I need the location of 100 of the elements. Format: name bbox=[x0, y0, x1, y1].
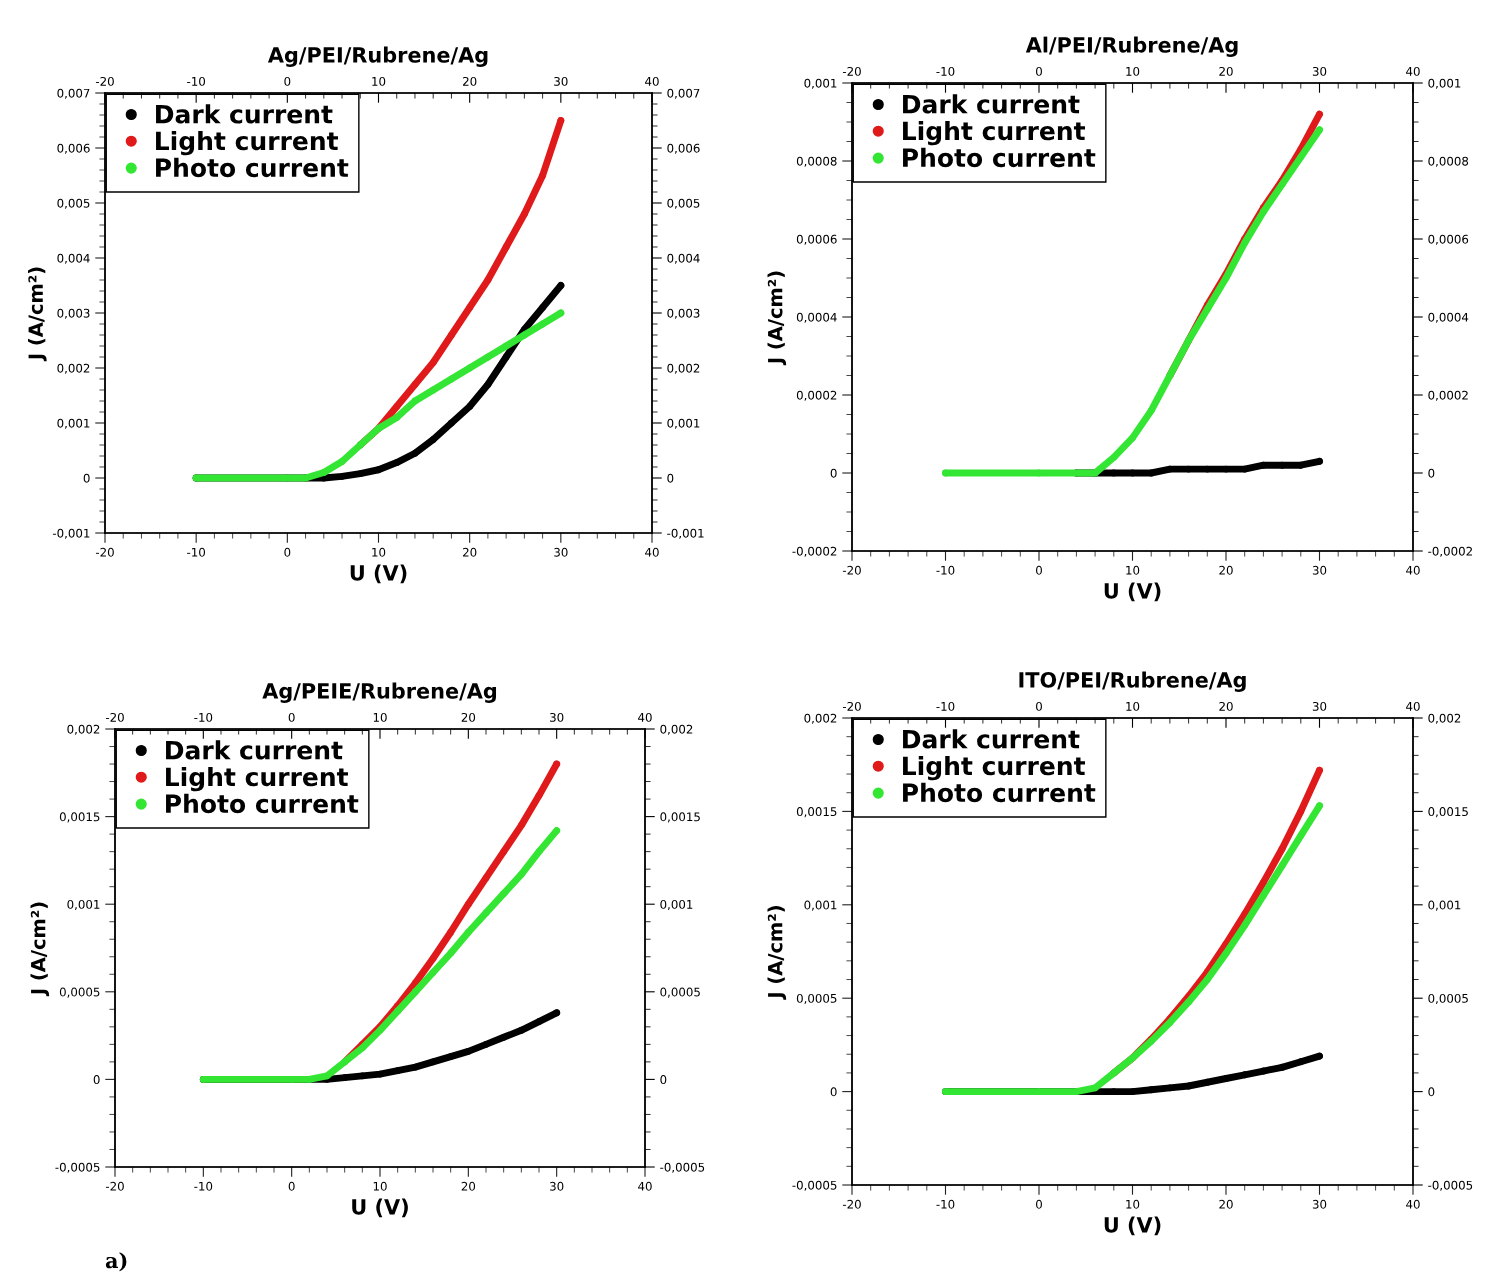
x2-tick-label: 20 bbox=[1219, 1199, 1233, 1209]
legend-label: Dark current bbox=[166, 740, 343, 760]
x-tick-label: 20 bbox=[1219, 701, 1233, 711]
y-tick-label: -0,0002 bbox=[792, 546, 837, 557]
y2-tick-label: 0,0005 bbox=[1428, 993, 1468, 1005]
x-tick-label: 0 bbox=[284, 76, 291, 86]
y-axis-title: J (A/cm²) bbox=[30, 902, 50, 997]
x2-tick-label: -10 bbox=[194, 1181, 213, 1191]
y-axis-title: J (A/cm²) bbox=[28, 267, 47, 362]
x-tick-label: 40 bbox=[645, 76, 659, 86]
y2-tick-label: 0 bbox=[1428, 468, 1435, 478]
y-tick-label: 0 bbox=[83, 473, 90, 483]
y-tick-label: -0,001 bbox=[52, 528, 90, 539]
x2-tick-label: -20 bbox=[95, 547, 114, 557]
y-tick-label: 0 bbox=[93, 1075, 100, 1085]
x2-tick-label: -10 bbox=[936, 1199, 955, 1209]
x-tick-label: 30 bbox=[1312, 66, 1327, 76]
x-tick-label: 30 bbox=[550, 712, 564, 722]
y2-tick-label: -0,001 bbox=[667, 528, 704, 539]
legend-label: Photo current bbox=[156, 157, 349, 178]
x2-tick-label: 30 bbox=[550, 1181, 564, 1191]
y2-tick-label: 0,001 bbox=[667, 418, 700, 429]
x-tick-label: 10 bbox=[1126, 701, 1140, 711]
x-tick-label: -20 bbox=[95, 76, 114, 86]
y-tick-label: 0,0015 bbox=[796, 807, 837, 818]
y-tick-label: 0,001 bbox=[57, 418, 90, 429]
x2-tick-label: 40 bbox=[645, 547, 659, 557]
x-tick-label: -10 bbox=[194, 712, 213, 722]
x-tick-label: 20 bbox=[1219, 66, 1233, 76]
x-tick-label: 0 bbox=[288, 712, 295, 722]
x2-tick-label: 0 bbox=[288, 1181, 295, 1191]
y-tick-label: 0,0005 bbox=[796, 993, 837, 1005]
legend-label: Photo current bbox=[903, 782, 1096, 803]
legend-label: Dark current bbox=[156, 104, 333, 124]
y-tick-label: 0,001 bbox=[67, 899, 100, 911]
x2-tick-label: 40 bbox=[1406, 1199, 1420, 1209]
y2-tick-label: 0 bbox=[667, 473, 674, 483]
y2-tick-label: 0 bbox=[1428, 1087, 1435, 1097]
x2-tick-label: 0 bbox=[1036, 565, 1042, 575]
y2-tick-label: 0 bbox=[660, 1075, 667, 1085]
x2-tick-label: -20 bbox=[842, 1199, 861, 1209]
y2-tick-label: 0,002 bbox=[667, 363, 700, 374]
y-axis-title: J (A/cm²) bbox=[767, 906, 787, 1000]
x2-tick-label: -10 bbox=[936, 565, 955, 575]
text: a) bbox=[105, 1252, 127, 1272]
legend-label: Light current bbox=[156, 130, 338, 156]
y-tick-label: 0,003 bbox=[57, 308, 90, 319]
x-axis-title: U (V) bbox=[1104, 1216, 1161, 1236]
x2-tick-label: 40 bbox=[1406, 565, 1420, 575]
y2-tick-label: 0,0006 bbox=[1428, 234, 1469, 245]
x-tick-label: -20 bbox=[842, 701, 861, 711]
x2-tick-label: 40 bbox=[638, 1181, 652, 1191]
chart-title: Ag/PEI/Rubrene/Ag bbox=[267, 46, 488, 67]
y-tick-label: 0,002 bbox=[804, 713, 837, 724]
y-tick-label: -0,0005 bbox=[55, 1162, 100, 1173]
y2-tick-label: 0,001 bbox=[1428, 900, 1461, 911]
y2-tick-label: 0,005 bbox=[667, 198, 700, 209]
y2-tick-label: 0,001 bbox=[660, 899, 693, 911]
x-tick-label: -10 bbox=[187, 76, 206, 86]
y-tick-label: 0,0008 bbox=[796, 156, 837, 167]
x2-tick-label: 0 bbox=[284, 547, 291, 557]
y2-tick-label: 0,002 bbox=[660, 724, 693, 735]
x-tick-label: 20 bbox=[463, 76, 477, 86]
x2-tick-label: -20 bbox=[842, 565, 861, 575]
x-tick-label: 20 bbox=[461, 712, 476, 722]
legend-label: Photo current bbox=[903, 147, 1096, 168]
y-tick-label: 0,001 bbox=[804, 78, 837, 89]
x-tick-label: 10 bbox=[1126, 66, 1140, 76]
x2-tick-label: 0 bbox=[1036, 1199, 1042, 1209]
y-tick-label: 0 bbox=[830, 1087, 837, 1097]
legend-label: Photo current bbox=[166, 793, 359, 814]
y2-tick-label: 0,006 bbox=[667, 143, 700, 154]
chart-title: ITO/PEI/Rubrene/Ag bbox=[1019, 671, 1246, 692]
legend-label: Dark current bbox=[903, 94, 1080, 114]
y-tick-label: 0,007 bbox=[57, 88, 90, 99]
y-tick-label: 0,0004 bbox=[796, 312, 837, 323]
y2-tick-label: 0,0005 bbox=[660, 987, 700, 998]
x-tick-label: -20 bbox=[842, 66, 861, 76]
y2-tick-label: 0,001 bbox=[1428, 78, 1461, 89]
y-tick-label: 0,004 bbox=[57, 253, 90, 264]
chart-title: Al/PEI/Rubrene/Ag bbox=[1025, 36, 1238, 57]
y-tick-label: -0,0005 bbox=[792, 1180, 837, 1191]
y2-tick-label: 0,002 bbox=[1428, 713, 1461, 724]
y2-tick-label: 0,0002 bbox=[1428, 390, 1468, 401]
y-tick-label: 0,002 bbox=[67, 724, 100, 735]
x-axis-title: U (V) bbox=[1104, 582, 1161, 602]
x-tick-label: -10 bbox=[936, 66, 955, 76]
y2-tick-label: -0,0005 bbox=[660, 1162, 705, 1173]
legend-label: Dark current bbox=[903, 729, 1080, 749]
x2-tick-label: 30 bbox=[554, 547, 568, 557]
x2-tick-label: -10 bbox=[187, 547, 206, 557]
chart-title: Ag/PEIE/Rubrene/Ag bbox=[262, 682, 497, 703]
y-axis-title: J (A/cm²) bbox=[767, 271, 787, 366]
y-tick-label: 0,006 bbox=[57, 143, 90, 154]
x2-tick-label: 30 bbox=[1312, 565, 1327, 575]
y-tick-label: 0,0005 bbox=[59, 987, 100, 998]
y2-tick-label: 0,0015 bbox=[1428, 807, 1468, 818]
y-tick-label: 0,001 bbox=[804, 900, 837, 911]
y2-tick-label: 0,004 bbox=[667, 253, 700, 264]
x2-tick-label: 30 bbox=[1312, 1199, 1327, 1209]
